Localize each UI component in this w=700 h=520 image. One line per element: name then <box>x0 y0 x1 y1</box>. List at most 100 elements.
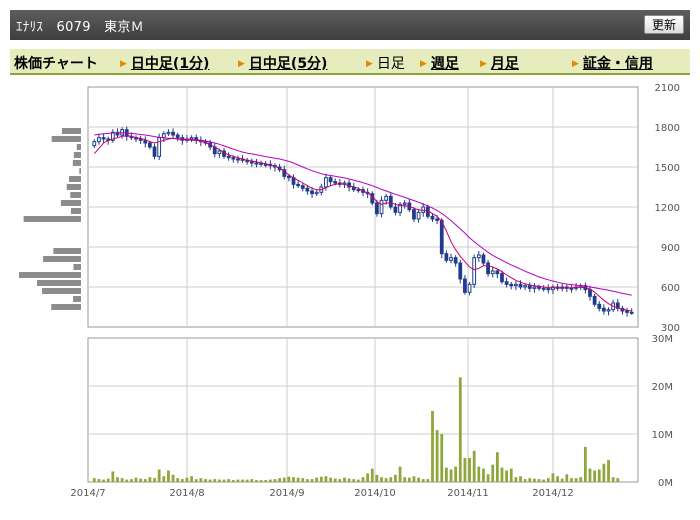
volume-bar <box>444 467 448 482</box>
volume-bar <box>343 477 346 482</box>
tab-label: 証金・信用 <box>582 56 653 72</box>
volume-bar <box>528 478 532 482</box>
candle-body <box>310 190 314 195</box>
volume-bar <box>597 469 601 482</box>
volume-bar <box>273 479 277 482</box>
tab-weekly[interactable]: ▶ 週足 <box>420 53 459 73</box>
volume-bar <box>616 478 620 482</box>
update-button[interactable]: 更新 <box>643 15 684 34</box>
volume-bar <box>560 478 564 482</box>
candle-body <box>384 195 389 201</box>
arrow-right-icon: ▶ <box>420 59 427 69</box>
x-tick-label: 2014/8 <box>169 488 204 499</box>
volume-bar <box>352 479 356 482</box>
volume-bar <box>389 477 393 482</box>
candle-body <box>629 311 634 314</box>
volume-bar <box>227 479 231 482</box>
volume-bar <box>491 464 495 482</box>
tab-intraday-5min[interactable]: ▶ 日中足(5分) <box>238 53 327 73</box>
volume-profile-bar <box>73 264 81 270</box>
candle-body <box>328 177 333 183</box>
volume-profile-bar <box>53 248 81 254</box>
volume-bar <box>588 468 592 482</box>
volume-bar <box>407 477 411 482</box>
volume-bar <box>333 478 337 482</box>
volume-bar <box>315 477 319 482</box>
volume-bar <box>551 473 555 482</box>
volume-bar <box>370 468 374 482</box>
candle-body <box>490 270 495 275</box>
volume-bar <box>120 478 124 482</box>
candle-body <box>472 257 477 285</box>
price-tick-label: 1800 <box>655 123 680 134</box>
volume-bar <box>486 474 490 482</box>
stock-title: ｴﾅﾘｽ 6079 東京Ｍ <box>16 20 144 35</box>
volume-bar <box>356 479 360 482</box>
candle-body <box>226 155 231 159</box>
tab-label: 日中足(1分) <box>130 56 210 72</box>
volume-bar <box>602 463 606 482</box>
volume-bar <box>431 410 434 482</box>
volume-profile-bar <box>51 136 81 142</box>
candle-body <box>486 262 490 275</box>
volume-bar <box>324 476 328 482</box>
volume-bar <box>505 470 508 482</box>
volume-bar <box>134 477 138 482</box>
candle-body <box>551 286 555 291</box>
candle-body <box>439 219 444 255</box>
volume-bar <box>231 480 235 482</box>
volume-bar <box>509 468 513 482</box>
volume-bar <box>296 477 300 482</box>
volume-bar <box>319 476 323 482</box>
volume-bar <box>329 477 332 482</box>
candle-body <box>476 254 481 259</box>
volume-profile-bar <box>23 216 81 222</box>
candle-body <box>296 183 301 187</box>
tab-monthly[interactable]: ▶ 月足 <box>480 53 519 73</box>
candle-body <box>532 286 537 289</box>
tab-intraday-1min[interactable]: ▶ 日中足(1分) <box>120 53 209 73</box>
price-tick-label: 1500 <box>655 163 680 174</box>
candle-body <box>527 285 532 289</box>
volume-profile-bar <box>76 144 81 150</box>
tab-label: 日足 <box>376 56 405 72</box>
volume-bar <box>218 479 221 482</box>
volume-bar <box>495 452 499 482</box>
candle-body <box>143 139 148 144</box>
candle-body <box>416 211 421 220</box>
volume-bar <box>482 468 485 482</box>
candle-body <box>157 137 162 157</box>
volume-bar <box>440 434 444 482</box>
volume-bar <box>199 478 203 482</box>
arrow-right-icon: ▶ <box>572 59 579 69</box>
volume-bar <box>97 479 101 482</box>
candle-body <box>92 141 97 147</box>
volume-bar <box>435 430 439 482</box>
x-tick-label: 2014/12 <box>532 488 574 499</box>
volume-bar <box>449 469 453 482</box>
price-tick-label: 300 <box>661 323 680 334</box>
candle-body <box>430 215 435 220</box>
volume-bar <box>171 474 175 482</box>
volume-bar <box>514 477 518 482</box>
volume-bar <box>301 478 305 482</box>
candle-body <box>504 281 509 285</box>
volume-bar <box>417 477 420 482</box>
candle-body <box>606 309 611 312</box>
volume-bar <box>426 479 430 482</box>
tab-margin-credit[interactable]: ▶ 証金・信用 <box>572 53 653 73</box>
candle-body <box>254 162 259 165</box>
candle-body <box>379 199 384 215</box>
candle-body <box>171 131 175 136</box>
candle-body <box>333 181 338 184</box>
volume-profile-bar <box>42 288 81 294</box>
volume-bar <box>403 477 407 482</box>
x-tick-label: 2014/10 <box>354 488 396 499</box>
x-tick-label: 2014/11 <box>447 488 489 499</box>
volume-bar <box>500 467 504 482</box>
volume-bar <box>366 473 370 482</box>
candle-body <box>375 202 379 215</box>
tab-label: 週足 <box>430 56 459 72</box>
volume-bar <box>421 479 425 482</box>
arrow-right-icon: ▶ <box>480 59 487 69</box>
